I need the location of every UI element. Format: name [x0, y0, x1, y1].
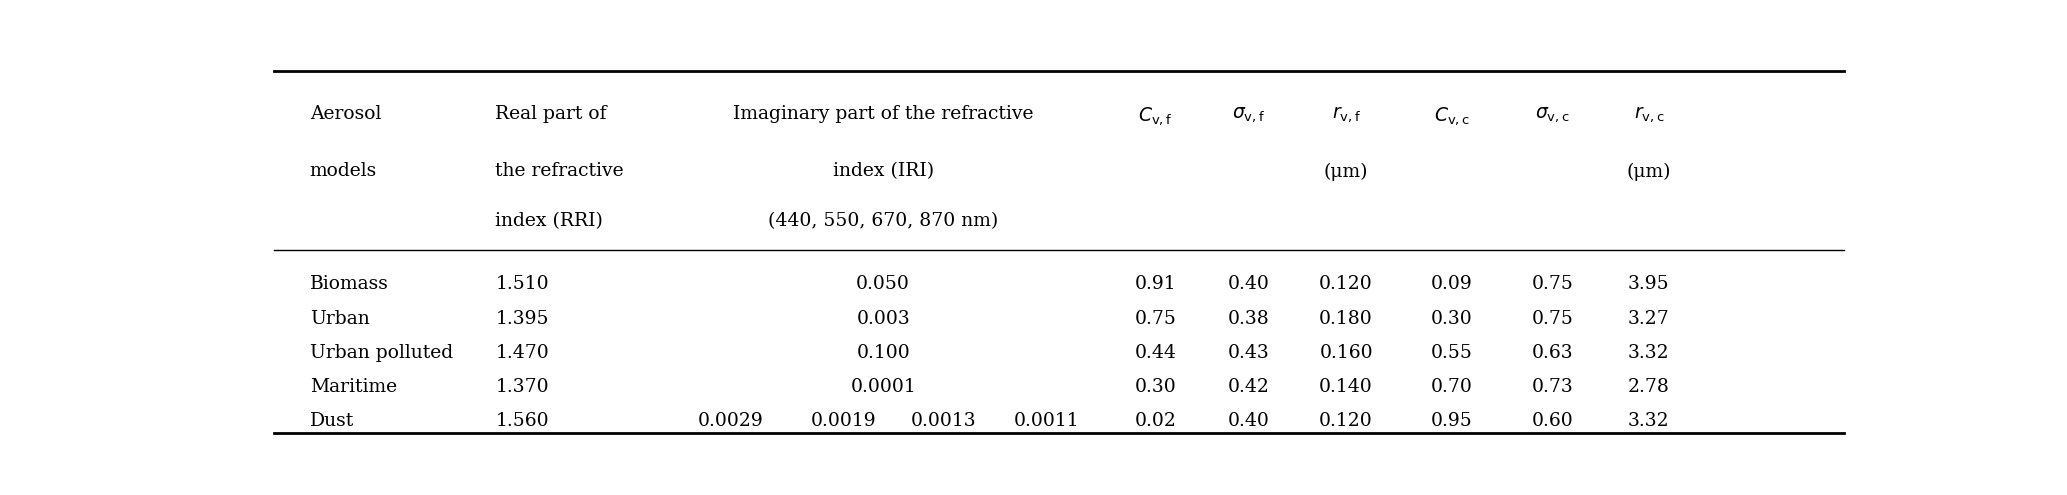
Text: 0.0001: 0.0001: [850, 378, 916, 396]
Text: 3.27: 3.27: [1629, 309, 1670, 328]
Text: 0.75: 0.75: [1532, 309, 1573, 328]
Text: 0.44: 0.44: [1135, 344, 1176, 362]
Text: (μm): (μm): [1627, 162, 1670, 181]
Text: 0.55: 0.55: [1430, 344, 1474, 362]
Text: 0.75: 0.75: [1532, 275, 1573, 293]
Text: 0.30: 0.30: [1430, 309, 1472, 328]
Text: $C_{\rm v,f}$: $C_{\rm v,f}$: [1139, 105, 1172, 127]
Text: $r_{\rm v,f}$: $r_{\rm v,f}$: [1331, 105, 1360, 124]
Text: $\sigma_{\rm v,f}$: $\sigma_{\rm v,f}$: [1232, 105, 1265, 124]
Text: 3.95: 3.95: [1629, 275, 1670, 293]
Text: Dust: Dust: [310, 412, 353, 431]
Text: 0.0019: 0.0019: [810, 412, 876, 431]
Text: 1.510: 1.510: [496, 275, 550, 293]
Text: 0.60: 0.60: [1532, 412, 1573, 431]
Text: 0.30: 0.30: [1135, 378, 1176, 396]
Text: 0.100: 0.100: [856, 344, 909, 362]
Text: 1.370: 1.370: [496, 378, 550, 396]
Text: 0.160: 0.160: [1319, 344, 1372, 362]
Text: 0.40: 0.40: [1228, 275, 1269, 293]
Text: 0.95: 0.95: [1430, 412, 1472, 431]
Text: 0.050: 0.050: [856, 275, 909, 293]
Text: models: models: [310, 162, 376, 180]
Text: 0.0013: 0.0013: [912, 412, 978, 431]
Text: 0.42: 0.42: [1228, 378, 1269, 396]
Text: 0.63: 0.63: [1532, 344, 1573, 362]
Text: 0.73: 0.73: [1532, 378, 1573, 396]
Text: Urban: Urban: [310, 309, 370, 328]
Text: 1.470: 1.470: [496, 344, 550, 362]
Text: Imaginary part of the refractive: Imaginary part of the refractive: [734, 105, 1034, 123]
Text: Biomass: Biomass: [310, 275, 389, 293]
Text: 0.120: 0.120: [1319, 412, 1372, 431]
Text: 0.09: 0.09: [1430, 275, 1472, 293]
Text: 0.0011: 0.0011: [1013, 412, 1079, 431]
Text: 0.180: 0.180: [1319, 309, 1372, 328]
Text: 2.78: 2.78: [1629, 378, 1670, 396]
Text: (440, 550, 670, 870 nm): (440, 550, 670, 870 nm): [769, 212, 998, 230]
Text: $\sigma_{\rm v,c}$: $\sigma_{\rm v,c}$: [1536, 105, 1571, 124]
Text: 0.003: 0.003: [856, 309, 909, 328]
Text: Maritime: Maritime: [310, 378, 397, 396]
Text: 0.120: 0.120: [1319, 275, 1372, 293]
Text: 0.70: 0.70: [1430, 378, 1474, 396]
Text: 1.560: 1.560: [496, 412, 550, 431]
Text: Urban polluted: Urban polluted: [310, 344, 453, 362]
Text: 0.02: 0.02: [1135, 412, 1176, 431]
Text: 3.32: 3.32: [1629, 412, 1670, 431]
Text: index (RRI): index (RRI): [496, 212, 604, 230]
Text: $r_{\rm v,c}$: $r_{\rm v,c}$: [1633, 105, 1664, 124]
Text: 0.91: 0.91: [1135, 275, 1176, 293]
Text: $C_{\rm v,c}$: $C_{\rm v,c}$: [1434, 105, 1470, 127]
Text: 0.0029: 0.0029: [699, 412, 765, 431]
Text: 0.140: 0.140: [1319, 378, 1372, 396]
Text: 0.40: 0.40: [1228, 412, 1269, 431]
Text: index (IRI): index (IRI): [833, 162, 934, 180]
Text: the refractive: the refractive: [496, 162, 624, 180]
Text: 1.395: 1.395: [496, 309, 550, 328]
Text: 0.75: 0.75: [1135, 309, 1176, 328]
Text: Real part of: Real part of: [496, 105, 608, 123]
Text: 3.32: 3.32: [1629, 344, 1670, 362]
Text: 0.43: 0.43: [1228, 344, 1269, 362]
Text: Aerosol: Aerosol: [310, 105, 380, 123]
Text: (μm): (μm): [1323, 162, 1368, 181]
Text: 0.38: 0.38: [1228, 309, 1269, 328]
